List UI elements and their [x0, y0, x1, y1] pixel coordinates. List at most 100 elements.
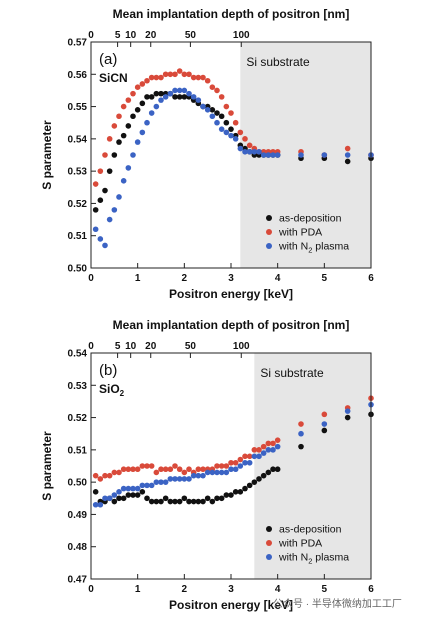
data-point [116, 495, 122, 502]
x-axis-title: Positron energy [keV] [169, 287, 293, 301]
data-point [190, 498, 197, 505]
data-point [92, 489, 99, 495]
data-point [181, 87, 188, 94]
data-point [158, 466, 164, 473]
legend-entry: as-deposition [279, 524, 342, 536]
data-point [158, 74, 164, 81]
x-tick-label: 1 [135, 584, 141, 595]
legend-marker [266, 215, 272, 221]
y-tick-label: 0.50 [68, 478, 88, 489]
x-axis-title: Positron energy [keV] [169, 598, 293, 612]
x-tick-label: 5 [322, 273, 328, 284]
data-point [237, 145, 244, 152]
data-point [251, 479, 258, 485]
data-point [106, 472, 113, 479]
data-point [214, 469, 220, 476]
legend-entry: with N2 plasma [278, 552, 349, 566]
data-point [176, 466, 183, 473]
data-point [92, 501, 99, 508]
data-points [92, 395, 374, 508]
data-point [186, 466, 192, 473]
data-point [214, 463, 220, 469]
data-point [251, 453, 258, 460]
data-point [204, 495, 211, 502]
region-label: Si substrate [246, 55, 310, 69]
data-point [186, 498, 192, 505]
y-tick-label: 0.53 [68, 167, 88, 178]
data-point [223, 129, 230, 136]
data-point [92, 181, 99, 187]
data-point [223, 119, 230, 126]
axis-ticks: 0 1 2 3 4 5 60.500.510.520.530.540.550.560.570… [68, 30, 375, 284]
data-point [190, 472, 197, 479]
data-point [162, 94, 169, 100]
data-point [97, 197, 104, 203]
material-label: SiO2 [99, 382, 125, 398]
data-point [190, 74, 197, 81]
data-point [125, 485, 132, 492]
x-tick-label: 3 [228, 584, 234, 595]
data-point [242, 485, 248, 492]
x-tick-label: 2 [182, 584, 188, 595]
data-point [162, 479, 169, 485]
data-point [209, 107, 216, 113]
data-point [195, 74, 202, 81]
data-point [232, 466, 239, 473]
data-point [265, 440, 272, 447]
data-point [130, 90, 136, 97]
y-tick-label: 0.54 [68, 134, 88, 145]
data-point [144, 77, 150, 84]
data-point [144, 119, 150, 126]
data-point [218, 463, 225, 469]
y-tick-label: 0.52 [68, 413, 88, 424]
data-point [111, 123, 118, 129]
data-point [111, 469, 118, 476]
data-point [120, 132, 127, 139]
data-point [102, 472, 108, 479]
top-tick-label: 5 [115, 341, 121, 352]
data-point [186, 476, 192, 482]
y-tick-label: 0.52 [68, 199, 88, 210]
y-tick-label: 0.49 [68, 510, 88, 521]
y-tick-label: 0.47 [68, 575, 88, 586]
data-point [232, 459, 239, 466]
data-point [92, 207, 99, 213]
data-point [321, 152, 328, 158]
top-tick-label: 0 [88, 341, 94, 352]
data-point [298, 152, 304, 158]
data-point [158, 498, 164, 505]
data-point [139, 489, 146, 495]
data-point [167, 90, 174, 97]
data-point [228, 466, 234, 473]
data-point [102, 242, 108, 249]
data-point [246, 482, 253, 489]
si-substrate-region [254, 353, 371, 579]
data-point [130, 152, 136, 158]
data-point [111, 152, 118, 158]
data-point [125, 97, 132, 103]
data-point [111, 492, 118, 498]
data-point [120, 495, 127, 502]
data-point [242, 453, 248, 460]
panel-a: 0 1 2 3 4 5 60.500.510.520.530.540.550.560.570… [40, 7, 374, 301]
legend: as-deposition with PDA with N2 plasma [266, 213, 349, 255]
data-point [298, 443, 304, 450]
data-point [148, 482, 155, 489]
material-label: SiCN [99, 71, 128, 85]
data-point [200, 74, 206, 81]
y-tick-label: 0.53 [68, 381, 88, 392]
data-point [181, 495, 188, 502]
data-point [270, 440, 276, 447]
data-point [344, 158, 351, 165]
data-point [237, 129, 244, 136]
data-point [111, 498, 118, 505]
data-point [120, 103, 127, 110]
data-point [232, 119, 239, 126]
data-point [242, 459, 248, 466]
data-point [162, 466, 169, 473]
data-point [130, 466, 136, 473]
data-point [200, 466, 206, 473]
data-point [242, 148, 248, 155]
x-tick-label: 5 [322, 584, 328, 595]
data-point [167, 476, 174, 482]
